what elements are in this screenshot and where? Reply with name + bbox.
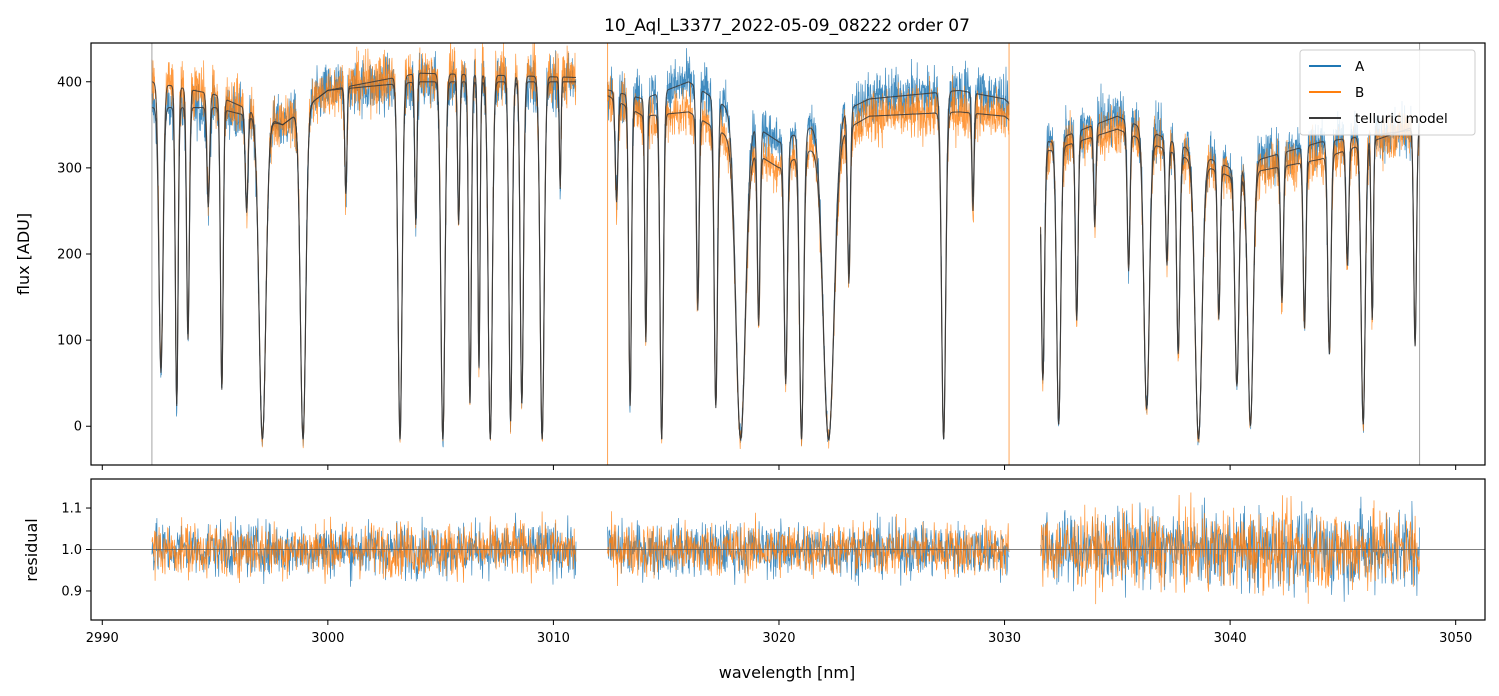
residual-y-tick-label: 1.0 — [61, 543, 82, 558]
flux-y-tick-label: 0 — [74, 420, 82, 435]
flux-y-tick-label: 400 — [57, 75, 82, 90]
residual-b-segment-3 — [1040, 492, 1420, 605]
series-b-segment-3 — [1040, 105, 1420, 443]
residual-y-axis-label: residual — [22, 518, 41, 581]
residual-panel: 0.9 1.0 1.1 2990 3000 3010 3020 3030 3040 3050 r… — [22, 478, 1486, 682]
residual-y-tick-label: 0.9 — [61, 584, 82, 599]
x-axis-label: wavelength [nm] — [719, 663, 856, 682]
residual-x-tick-label: 3010 — [537, 631, 570, 646]
residual-x-tick-label: 3030 — [988, 631, 1021, 646]
telluric-model-b-segment-1 — [151, 72, 576, 440]
flux-y-tick-label: 300 — [57, 161, 82, 176]
flux-x-ticks — [101, 465, 1457, 470]
telluric-model-a-segment-3 — [1040, 115, 1421, 440]
residual-x-tick-label: 2990 — [86, 631, 119, 646]
telluric-model-b-segment-2 — [607, 95, 1010, 441]
residual-y-tick-label: 1.1 — [61, 502, 82, 517]
flux-y-tick-label: 100 — [57, 334, 82, 349]
flux-panel: 0 100 200 300 400 flux [ADU] A B telluric mo… — [14, 42, 1486, 470]
residual-b-segment-1 — [151, 511, 577, 584]
residual-x-tick-label: 3050 — [1439, 631, 1472, 646]
residual-y-ticks: 0.9 1.0 1.1 — [61, 502, 91, 599]
legend-model-label: telluric model — [1355, 111, 1448, 127]
residual-x-tick-label: 3020 — [762, 631, 795, 646]
flux-y-axis-label: flux [ADU] — [14, 213, 33, 295]
residual-b-segment-2 — [607, 511, 1010, 587]
flux-series-group — [151, 43, 1421, 465]
flux-y-ticks: 0 100 200 300 400 — [57, 75, 91, 435]
residual-x-tick-label: 3000 — [311, 631, 344, 646]
legend-box — [1299, 49, 1476, 136]
residual-x-ticks: 2990 3000 3010 3020 3030 3040 3050 — [86, 620, 1472, 646]
telluric-model-b-segment-3 — [1040, 125, 1421, 440]
chart-title: 10_Aql_L3377_2022-05-09_08222 order 07 — [604, 16, 970, 36]
residual-series-group — [91, 492, 1485, 605]
flux-y-tick-label: 200 — [57, 248, 82, 263]
legend-a-label: A — [1355, 59, 1365, 75]
legend: A B telluric model — [1299, 49, 1476, 136]
residual-x-tick-label: 3040 — [1214, 631, 1247, 646]
legend-b-label: B — [1355, 85, 1364, 101]
